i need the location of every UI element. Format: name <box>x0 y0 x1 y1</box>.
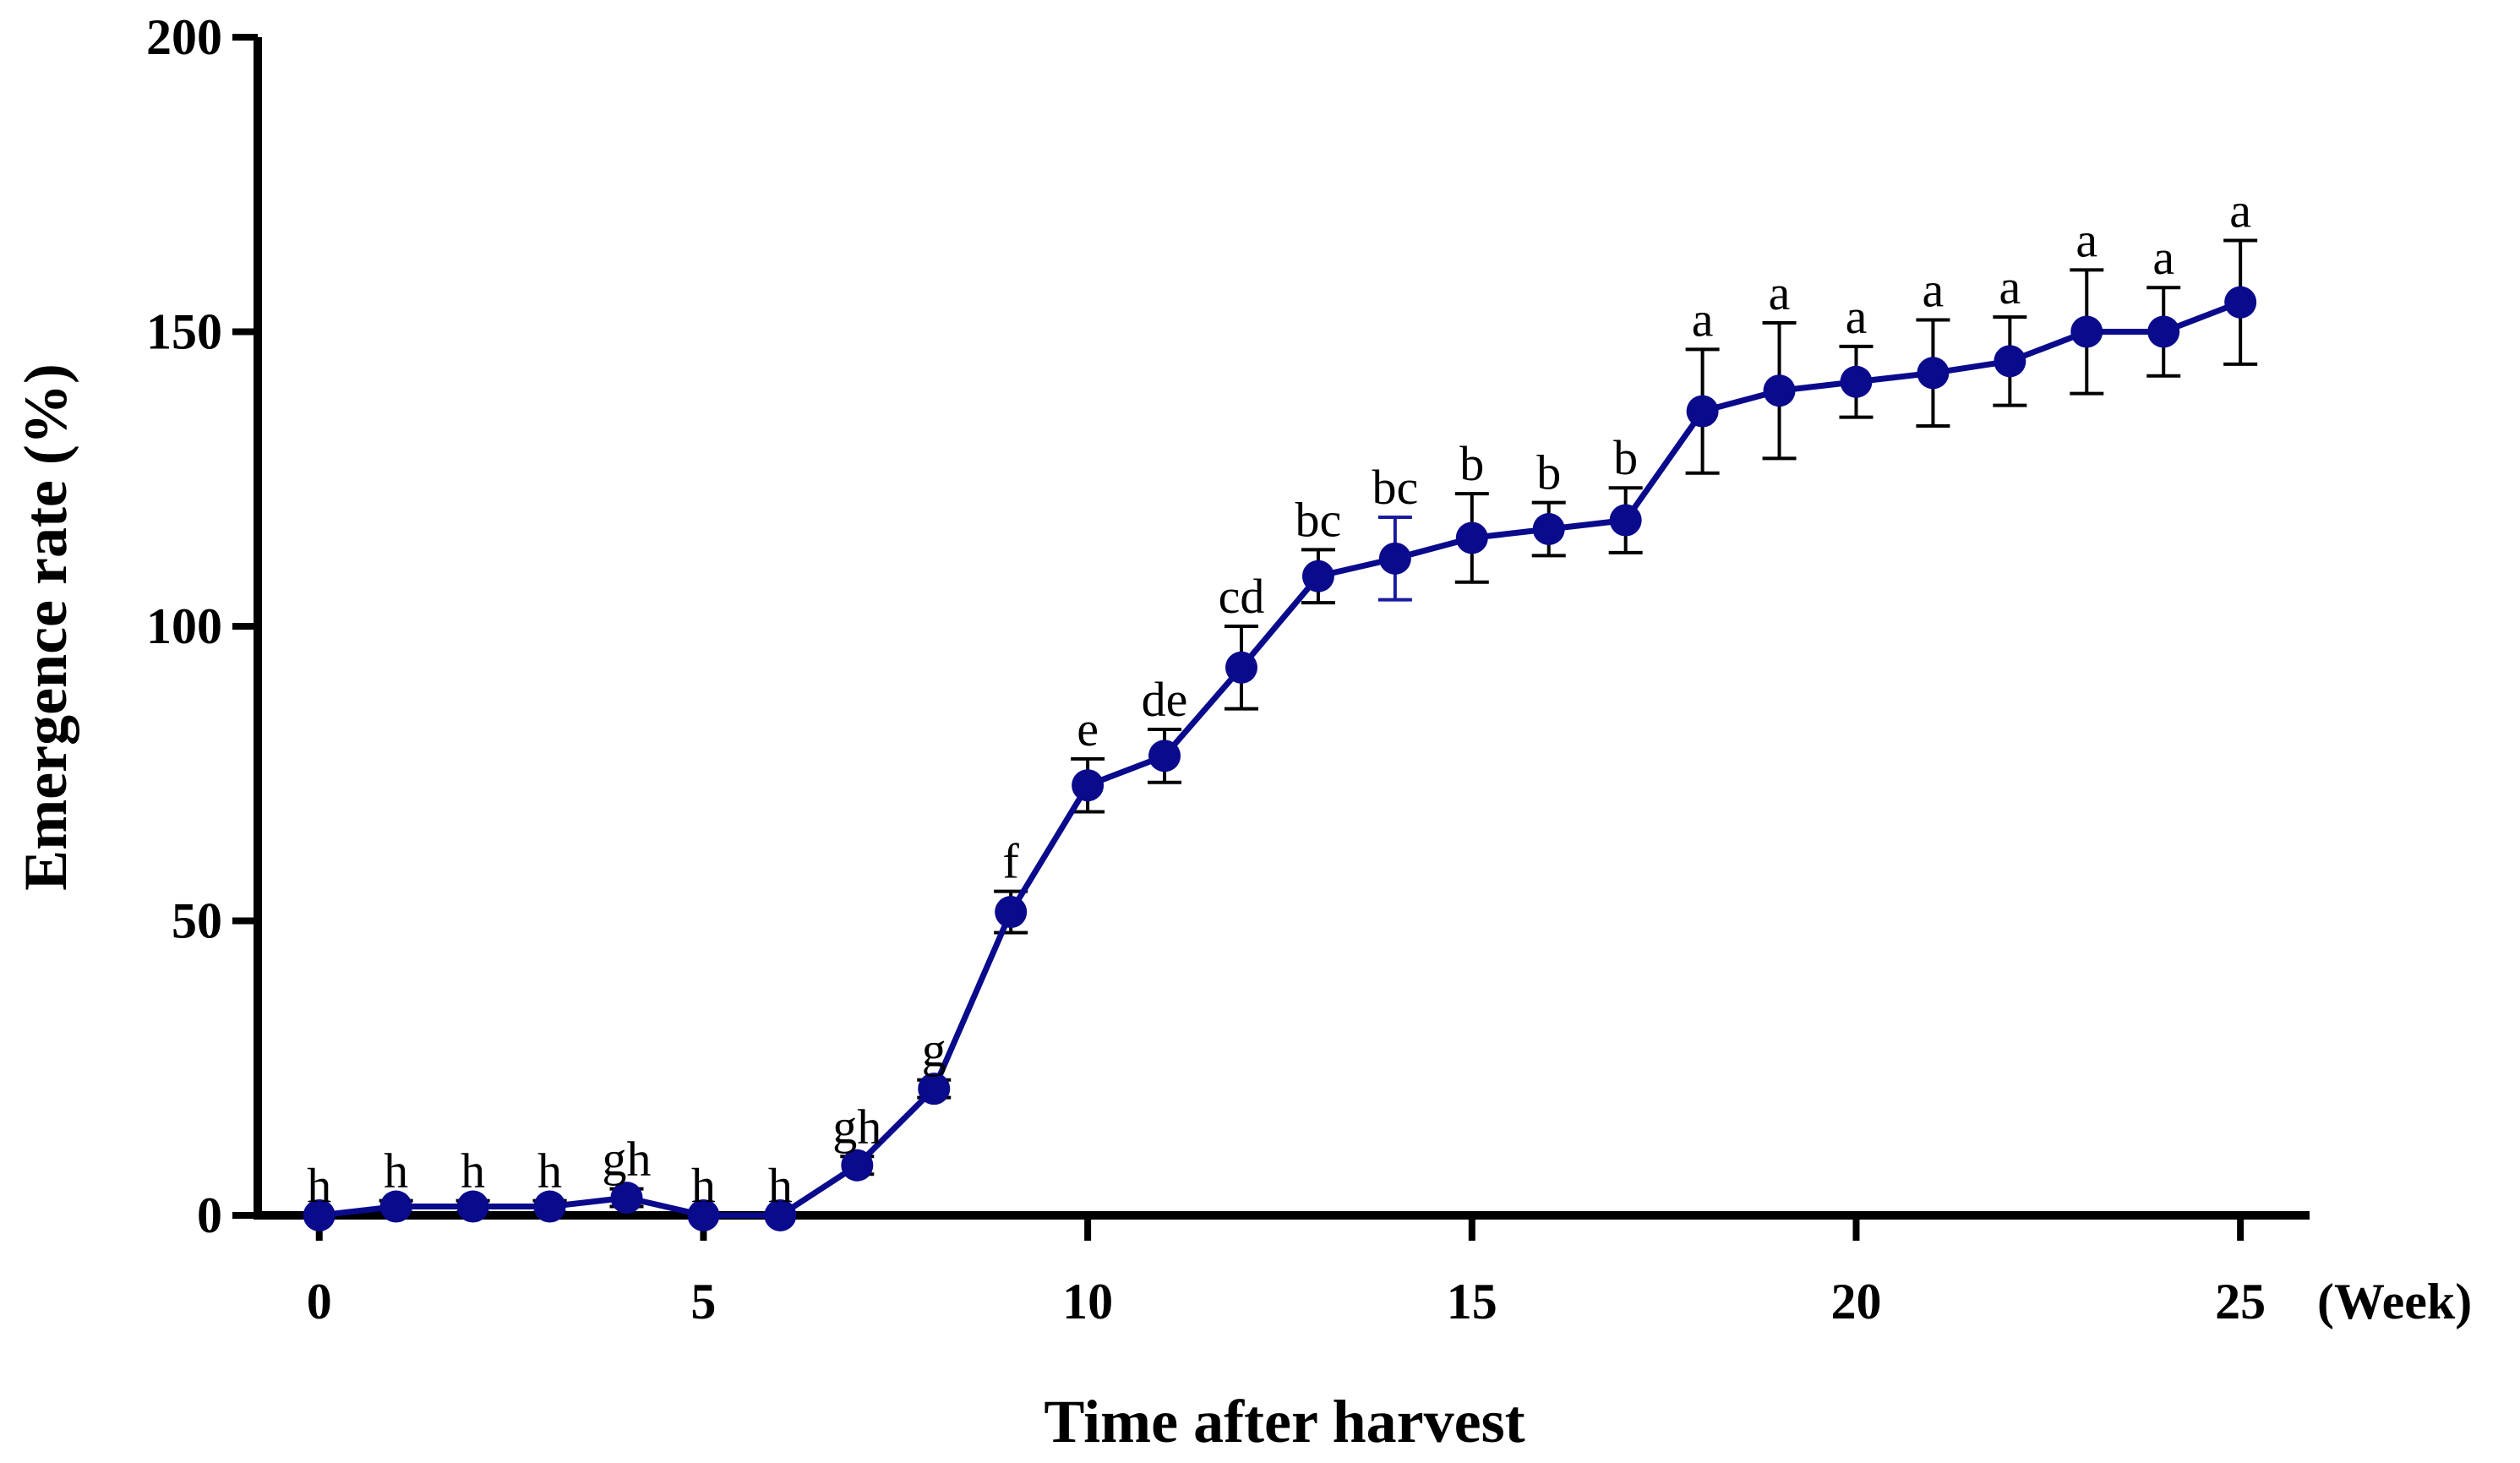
x-tick-label: 25 <box>2215 1274 2266 1329</box>
data-point <box>456 1190 489 1223</box>
data-point <box>841 1149 874 1182</box>
data-point <box>1455 521 1488 554</box>
data-point <box>1763 374 1796 407</box>
significance-label: de <box>1142 672 1188 727</box>
significance-label: bc <box>1372 460 1418 515</box>
y-ticks: 0 50 100 150 200 <box>146 9 258 1243</box>
data-point <box>1148 740 1181 772</box>
significance-label: a <box>1923 263 1945 318</box>
significance-label: a <box>1999 259 2021 314</box>
significance-label: g <box>922 1023 946 1078</box>
x-tick-label: 5 <box>690 1274 716 1329</box>
significance-label: a <box>1846 289 1868 344</box>
data-point <box>1301 560 1334 592</box>
data-point <box>764 1199 797 1231</box>
y-axis-title: Emergence rate (%) <box>12 363 79 891</box>
data-point <box>533 1190 566 1223</box>
significance-label: a <box>2229 183 2251 237</box>
data-point <box>303 1199 335 1231</box>
data-point <box>1378 542 1411 575</box>
data-point <box>1686 395 1719 428</box>
significance-label: h <box>384 1144 408 1198</box>
data-point <box>1072 769 1105 802</box>
error-bars <box>379 238 2258 1215</box>
series-line-group <box>319 299 2242 1219</box>
data-point <box>1917 357 1950 390</box>
significance-label: b <box>1536 445 1561 500</box>
data-point <box>687 1199 720 1231</box>
data-point <box>2070 315 2103 348</box>
y-tick-label: 100 <box>146 598 222 654</box>
significance-label: a <box>2075 212 2097 267</box>
y-tick-label: 50 <box>172 893 222 949</box>
data-point <box>1225 651 1257 684</box>
x-tick-label: 0 <box>307 1274 332 1329</box>
data-point <box>379 1190 412 1223</box>
significance-label: a <box>2152 230 2174 285</box>
axes <box>254 37 2310 1220</box>
data-point <box>995 896 1028 929</box>
significance-label: h <box>537 1144 562 1198</box>
significance-label: gh <box>602 1132 651 1187</box>
significance-label: h <box>768 1158 793 1213</box>
y-tick-label: 150 <box>146 304 222 360</box>
y-tick-label: 200 <box>146 9 222 65</box>
data-point <box>918 1073 951 1105</box>
significance-label: a <box>1769 265 1791 320</box>
significance-label: h <box>307 1158 331 1213</box>
significance-label: a <box>1692 292 1714 347</box>
significance-label: h <box>691 1158 716 1213</box>
data-point <box>2224 286 2257 319</box>
x-tick-label: 20 <box>1830 1274 1881 1329</box>
significance-label: f <box>1003 834 1020 889</box>
y-tick-label: 0 <box>197 1187 222 1243</box>
data-point <box>610 1182 643 1215</box>
x-tick-label: 10 <box>1062 1274 1113 1329</box>
significance-label: bc <box>1295 492 1342 547</box>
significance-label: gh <box>832 1099 881 1154</box>
x-tick-label: 15 <box>1447 1274 1497 1329</box>
significance-label: e <box>1077 701 1099 756</box>
x-axis-title: Time after harvest <box>1044 1388 1525 1455</box>
x-axis-unit-label: (Week) <box>2317 1274 2472 1329</box>
data-point <box>1994 345 2026 378</box>
data-point <box>1532 512 1565 545</box>
significance-label: b <box>1613 430 1638 485</box>
significance-label: h <box>461 1144 485 1198</box>
data-point <box>1840 365 1873 398</box>
significance-label: b <box>1459 436 1484 491</box>
significance-label: cd <box>1219 569 1265 624</box>
data-point <box>1609 504 1642 537</box>
data-point <box>2147 315 2180 348</box>
x-ticks: 0 5 10 15 20 25 <box>307 1215 2266 1329</box>
data-markers <box>303 286 2257 1231</box>
series-line <box>319 299 2242 1219</box>
